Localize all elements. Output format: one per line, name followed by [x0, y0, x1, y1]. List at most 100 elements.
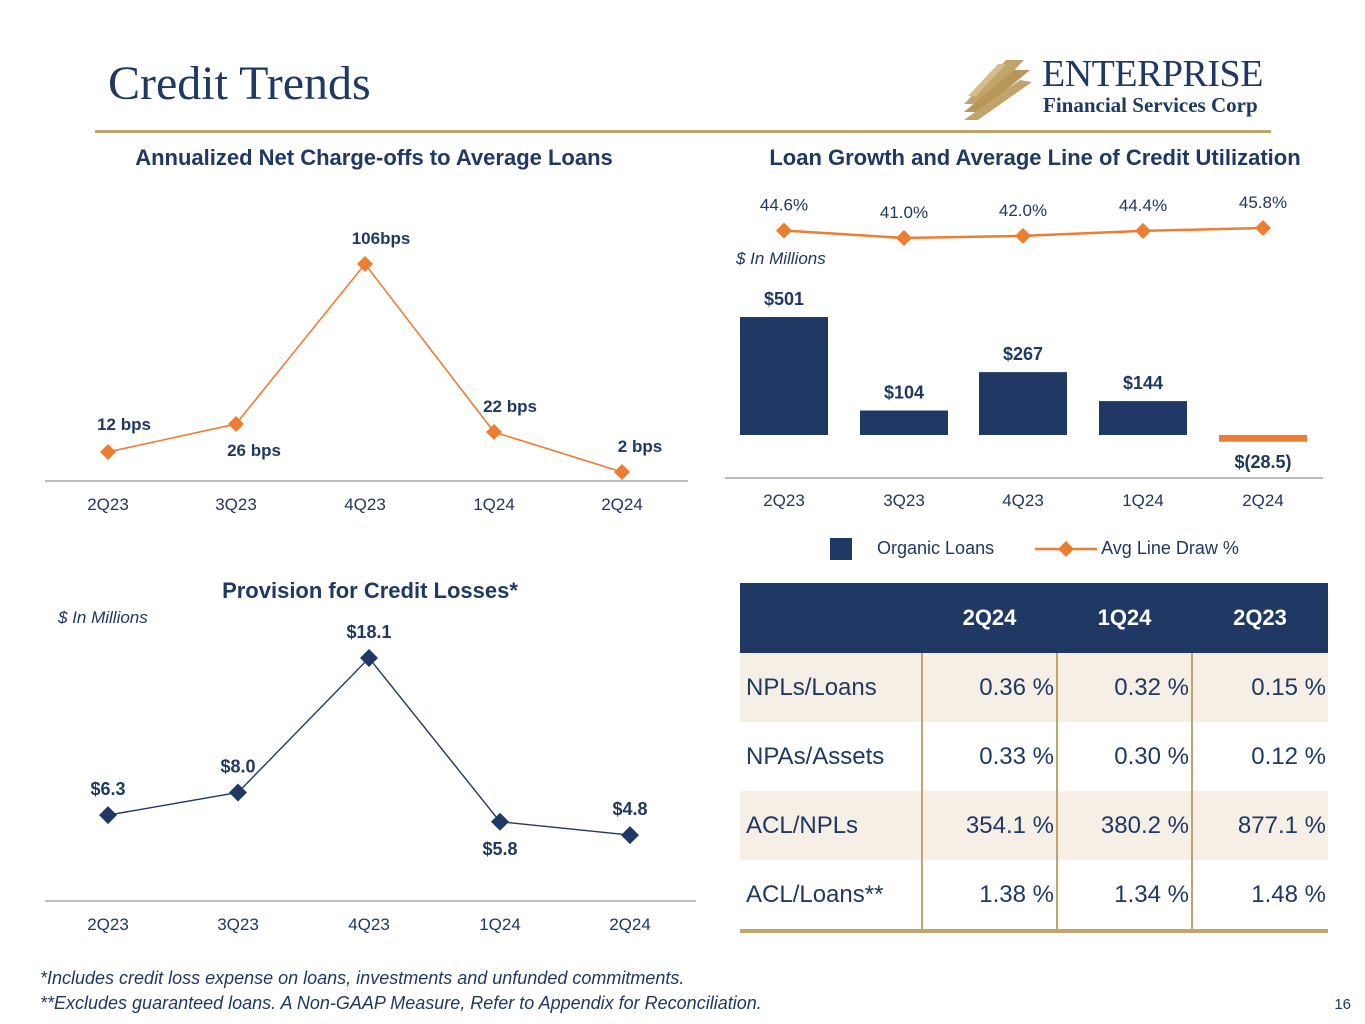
organic-loans-bar: [1099, 401, 1187, 435]
cell-value: 0.32 %: [1056, 653, 1192, 722]
row-label: ACL/NPLs: [740, 791, 922, 860]
line-draw-legend-label: Avg Line Draw %: [1101, 538, 1239, 558]
chargeoffs-point: [100, 444, 116, 460]
loan-growth-tick-label: 2Q24: [1242, 491, 1284, 510]
footnote-acl-loans: **Excludes guaranteed loans. A Non-GAAP …: [40, 993, 762, 1013]
organic-loans-bar: [860, 410, 948, 435]
organic-loans-data-label: $144: [1123, 373, 1163, 393]
table-header-1q24: 1Q24: [1057, 583, 1192, 653]
cell-value: 1.34 %: [1056, 860, 1192, 933]
cell-value: 0.30 %: [1056, 722, 1192, 791]
organic-loans-data-label: $104: [884, 383, 924, 403]
chargeoffs-tick-label: 1Q24: [473, 495, 515, 514]
chargeoffs-data-label: 106bps: [352, 229, 411, 248]
organic-loans-data-label: $267: [1003, 344, 1043, 364]
loan-growth-tick-label: 3Q23: [883, 491, 925, 510]
line-draw-point: [896, 230, 912, 246]
cell-value: 1.48 %: [1191, 860, 1328, 933]
provision-tick-label: 2Q24: [609, 915, 651, 934]
provision-units-note: $ In Millions: [58, 608, 148, 627]
loan-growth-chart-title: Loan Growth and Average Line of Credit U…: [769, 145, 1301, 170]
table-row: ACL/Loans** 1.38 % 1.34 % 1.48 %: [740, 860, 1328, 933]
row-label: ACL/Loans**: [740, 860, 922, 933]
cell-value: 877.1 %: [1191, 791, 1328, 860]
chargeoffs-chart-title: Annualized Net Charge-offs to Average Lo…: [135, 145, 613, 170]
chargeoffs-data-label: 26 bps: [227, 441, 281, 460]
provision-tick-label: 2Q23: [87, 915, 129, 934]
organic-loans-bar: [979, 372, 1067, 435]
provision-series-line: [107, 656, 631, 836]
logo-wordmark: ENTERPRISE: [1042, 53, 1263, 95]
provision-point: [360, 649, 378, 667]
chargeoffs-tick-label: 4Q23: [344, 495, 386, 514]
cell-value: 0.33 %: [921, 722, 1057, 791]
provision-tick-label: 1Q24: [479, 915, 521, 934]
chargeoffs-data-label: 12 bps: [97, 415, 151, 434]
line-draw-data-label: 45.8%: [1239, 193, 1287, 212]
cell-value: 354.1 %: [921, 791, 1057, 860]
organic-loans-legend-label: Organic Loans: [877, 538, 995, 558]
line-draw-point: [1255, 220, 1271, 236]
chargeoffs-point: [228, 416, 244, 432]
line-draw-data-label: 41.0%: [880, 203, 928, 222]
table-row: NPLs/Loans 0.36 % 0.32 % 0.15 %: [740, 653, 1328, 722]
chargeoffs-point: [357, 256, 373, 272]
line-draw-point: [776, 222, 792, 239]
provision-data-label: $6.3: [90, 779, 125, 799]
chargeoffs-tick-label: 3Q23: [215, 495, 257, 514]
chargeoffs-point: [614, 464, 630, 480]
page-number: 16: [1334, 996, 1351, 1013]
provision-data-label: $8.0: [220, 756, 255, 776]
company-logo-icon: [964, 60, 1032, 120]
provision-point: [229, 783, 247, 802]
loan-growth-tick-label: 1Q24: [1122, 491, 1164, 510]
line-draw-point: [1135, 222, 1151, 239]
line-draw-data-label: 42.0%: [999, 201, 1047, 220]
table-header-row: 2Q24 1Q24 2Q23: [740, 583, 1328, 653]
organic-loans-data-label: $501: [764, 289, 804, 309]
footnote-provision: *Includes credit loss expense on loans, …: [40, 968, 685, 988]
chargeoffs-data-label: 22 bps: [483, 397, 537, 416]
row-label: NPAs/Assets: [746, 742, 885, 770]
table-row: ACL/NPLs 354.1 % 380.2 % 877.1 %: [740, 791, 1328, 860]
provision-data-label: $18.1: [346, 622, 391, 642]
chargeoffs-tick-label: 2Q23: [87, 495, 129, 514]
table-header-2q23: 2Q23: [1192, 583, 1328, 653]
loan-growth-units-note: $ In Millions: [736, 249, 826, 268]
provision-point: [621, 826, 639, 845]
cell-value: 0.12 %: [1191, 722, 1328, 791]
provision-tick-label: 4Q23: [348, 915, 390, 934]
organic-loans-legend-swatch: [830, 538, 852, 561]
organic-loans-bar: [1219, 435, 1307, 442]
loan-growth-legend: Organic Loans Avg Line Draw %: [830, 538, 1239, 561]
header-divider: [95, 130, 1271, 133]
table-header-2q24: 2Q24: [922, 583, 1057, 653]
line-draw-data-label: 44.4%: [1119, 196, 1167, 215]
provision-chart-title: Provision for Credit Losses*: [222, 578, 518, 603]
line-draw-point: [1015, 227, 1031, 244]
loan-growth-tick-label: 2Q23: [763, 491, 805, 510]
chargeoffs-data-label: 2 bps: [618, 437, 662, 456]
provision-point: [99, 806, 117, 825]
table-header-blank: [740, 583, 922, 653]
logo-subtitle: Financial Services Corp: [1043, 93, 1258, 117]
chargeoffs-point: [486, 424, 502, 440]
provision-data-label: $4.8: [612, 799, 647, 819]
loan-growth-tick-label: 4Q23: [1002, 491, 1044, 510]
cell-value: 0.36 %: [921, 653, 1057, 722]
organic-loans-bar: [740, 317, 828, 435]
line-draw-legend-icon: [1035, 541, 1098, 558]
cell-value: 0.15 %: [1191, 653, 1328, 722]
credit-metrics-table: 2Q24 1Q24 2Q23 NPLs/Loans 0.36 % 0.32 % …: [740, 583, 1328, 933]
cell-value: 380.2 %: [1056, 791, 1192, 860]
table-row: NPAs/Assets 0.33 % 0.30 % 0.12 %: [740, 722, 1328, 791]
provision-data-label: $5.8: [482, 839, 517, 859]
page-title: Credit Trends: [108, 57, 371, 110]
provision-tick-label: 3Q23: [217, 915, 259, 934]
row-label: NPLs/Loans: [740, 653, 922, 722]
provision-point: [491, 812, 509, 831]
cell-value: 1.38 %: [921, 860, 1057, 933]
